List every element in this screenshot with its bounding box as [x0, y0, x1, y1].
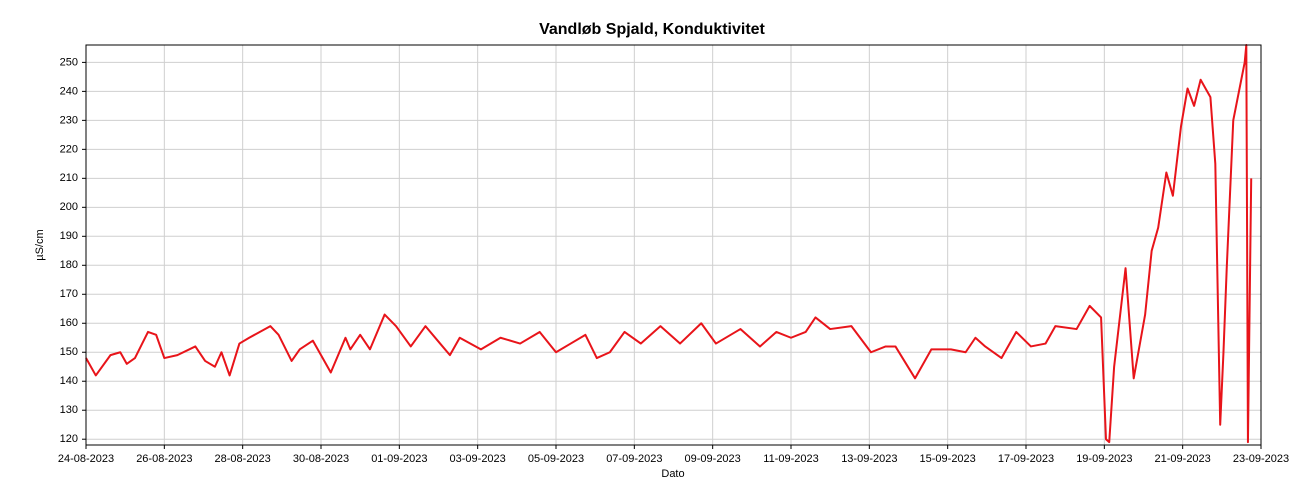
x-tick-label: 09-09-2023 [685, 453, 741, 465]
x-tick-label: 26-08-2023 [136, 453, 192, 465]
y-tick-label: 180 [60, 259, 78, 271]
data-line [85, 44, 1253, 444]
y-axis-label: µS/cm [34, 229, 46, 260]
y-tick-label: 230 [60, 114, 78, 126]
x-axis-label: Dato [661, 468, 684, 480]
x-tick-label: 07-09-2023 [606, 453, 662, 465]
x-tick-label: 17-09-2023 [998, 453, 1054, 465]
chart-title: Vandløb Spjald, Konduktivitet [539, 21, 765, 38]
plot-frame [85, 44, 1262, 446]
x-tick-label: 13-09-2023 [841, 453, 897, 465]
y-tick-label: 140 [60, 375, 78, 387]
x-tick-label: 01-09-2023 [371, 453, 427, 465]
x-tick-label: 28-08-2023 [215, 453, 271, 465]
plot-area [85, 44, 1253, 444]
y-tick-label: 220 [60, 143, 78, 155]
y-tick-label: 160 [60, 317, 78, 329]
y-tick-label: 120 [60, 433, 78, 445]
x-tick-label: 15-09-2023 [920, 453, 976, 465]
x-tick-label: 11-09-2023 [763, 453, 818, 465]
x-tick-label: 03-09-2023 [450, 453, 506, 465]
y-tick-label: 240 [60, 85, 78, 97]
x-tick-label: 05-09-2023 [528, 453, 584, 465]
y-tick-label: 190 [60, 230, 78, 242]
grid [85, 45, 1262, 445]
y-tick-label: 130 [60, 404, 78, 416]
y-tick-label: 250 [60, 56, 78, 68]
x-tick-label: 30-08-2023 [293, 453, 349, 465]
y-tick-label: 210 [60, 172, 78, 184]
y-tick-label: 170 [60, 288, 78, 300]
x-tick-label: 19-09-2023 [1076, 453, 1132, 465]
x-tick-label: 24-08-2023 [58, 453, 114, 465]
y-tick-label: 150 [60, 346, 78, 358]
x-tick-label: 23-09-2023 [1233, 453, 1289, 465]
x-tick-label: 21-09-2023 [1155, 453, 1211, 465]
y-tick-label: 200 [60, 201, 78, 213]
